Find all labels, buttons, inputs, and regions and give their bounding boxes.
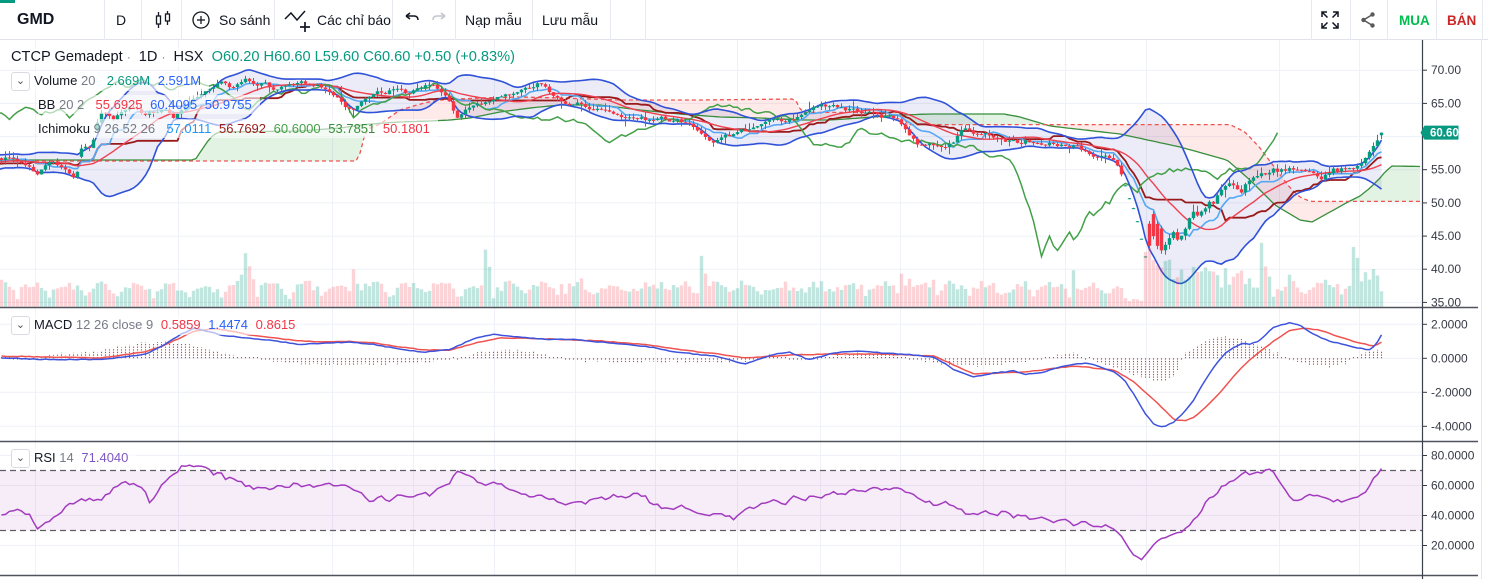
svg-text:0.0000: 0.0000 <box>1431 351 1468 365</box>
svg-text:50.00: 50.00 <box>1431 196 1461 210</box>
svg-text:35.00: 35.00 <box>1431 295 1461 309</box>
svg-text:70.00: 70.00 <box>1431 63 1461 77</box>
svg-text:2.0000: 2.0000 <box>1431 317 1468 331</box>
svg-text:-2.0000: -2.0000 <box>1431 385 1472 399</box>
svg-text:60.0000: 60.0000 <box>1431 479 1475 493</box>
svg-text:40.00: 40.00 <box>1431 262 1461 276</box>
svg-text:20.0000: 20.0000 <box>1431 539 1475 553</box>
svg-text:-4.0000: -4.0000 <box>1431 419 1472 433</box>
svg-text:60.60: 60.60 <box>1430 128 1459 140</box>
svg-text:40.0000: 40.0000 <box>1431 509 1475 523</box>
svg-text:80.0000: 80.0000 <box>1431 449 1475 463</box>
svg-text:65.00: 65.00 <box>1431 96 1461 110</box>
svg-text:55.00: 55.00 <box>1431 163 1461 177</box>
svg-text:45.00: 45.00 <box>1431 229 1461 243</box>
